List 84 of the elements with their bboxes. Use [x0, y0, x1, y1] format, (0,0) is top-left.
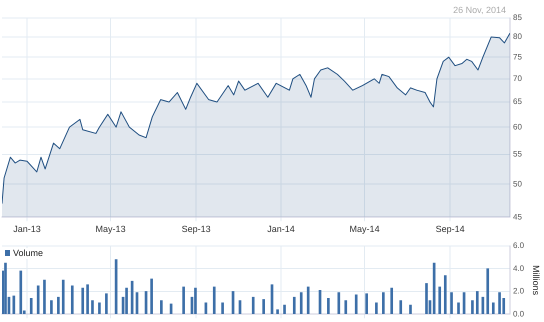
bar — [425, 283, 428, 314]
y-tick-label: 6.0 — [513, 241, 525, 250]
bar — [462, 292, 466, 314]
y-tick-label: 60 — [513, 122, 522, 132]
y-tick-label: 75 — [513, 52, 522, 62]
y-tick-label: 50 — [513, 179, 522, 188]
bar — [444, 275, 447, 314]
y-tick-label: 55 — [513, 150, 522, 159]
bar — [292, 296, 296, 314]
bar — [486, 268, 490, 314]
x-tick-label: May-14 — [350, 224, 380, 234]
y-tick-label: 80 — [513, 32, 522, 42]
bar — [354, 294, 358, 314]
y-axis-title: Millions — [531, 265, 542, 296]
bar — [57, 296, 60, 314]
bar — [498, 292, 501, 314]
bar — [450, 292, 453, 314]
y-tick-label: 65 — [513, 97, 522, 106]
x-tick-label: May-13 — [96, 224, 126, 234]
bar — [409, 304, 412, 314]
bar — [375, 302, 378, 314]
bar — [144, 291, 148, 314]
bar — [204, 302, 208, 314]
bar — [114, 259, 118, 314]
bar — [327, 298, 330, 314]
y-tick-label: 2.0 — [513, 286, 525, 296]
x-tick-label: Jan-13 — [13, 224, 41, 234]
bar — [212, 286, 216, 314]
bar — [382, 292, 385, 314]
bar — [438, 286, 442, 314]
bar — [105, 293, 108, 314]
bar — [86, 284, 89, 314]
bar — [70, 285, 74, 314]
bar — [36, 285, 40, 314]
bar — [182, 286, 185, 314]
bar — [136, 292, 138, 314]
y-tick-label: 0.0 — [513, 309, 525, 318]
bar — [432, 262, 436, 314]
bar — [150, 278, 153, 314]
bar — [194, 288, 197, 314]
y-tick-label: 85 — [513, 13, 522, 22]
bar — [492, 302, 495, 314]
bar — [365, 293, 368, 314]
legend-label: Volume — [13, 248, 44, 258]
bar — [457, 302, 460, 314]
bar — [344, 300, 348, 314]
bar — [306, 286, 310, 314]
bar — [476, 291, 479, 314]
bar — [30, 298, 33, 314]
bar — [98, 302, 101, 314]
bar — [482, 296, 484, 314]
bar — [238, 300, 242, 314]
bar — [19, 270, 22, 314]
y-tick-label: 70 — [513, 74, 522, 84]
bar — [62, 280, 65, 314]
bar — [276, 309, 279, 314]
bar — [283, 304, 286, 314]
x-tick-label: Sep-13 — [182, 224, 211, 234]
bar — [160, 300, 163, 314]
bar — [232, 291, 234, 314]
y-tick-label: 45 — [513, 212, 522, 222]
bar — [471, 300, 474, 314]
bar — [91, 300, 94, 314]
text: 26 Nov, 2014 — [453, 4, 506, 15]
bar — [270, 284, 274, 314]
bar — [4, 262, 7, 314]
bar — [399, 300, 402, 314]
bar — [50, 300, 53, 314]
x-tick-label: Jan-14 — [267, 224, 295, 234]
x-tick-label: Sep-14 — [436, 224, 465, 234]
bar — [337, 292, 340, 314]
bar — [130, 280, 134, 314]
bar — [318, 290, 322, 314]
bar — [390, 288, 394, 314]
bar — [170, 304, 172, 314]
bar — [81, 288, 84, 314]
bar — [221, 302, 224, 314]
bar — [12, 296, 16, 314]
y-tick-label: 4.0 — [513, 264, 525, 273]
bar — [252, 296, 255, 314]
bar — [125, 288, 128, 314]
bar — [262, 299, 265, 314]
bar — [300, 292, 303, 314]
bar — [43, 280, 46, 314]
